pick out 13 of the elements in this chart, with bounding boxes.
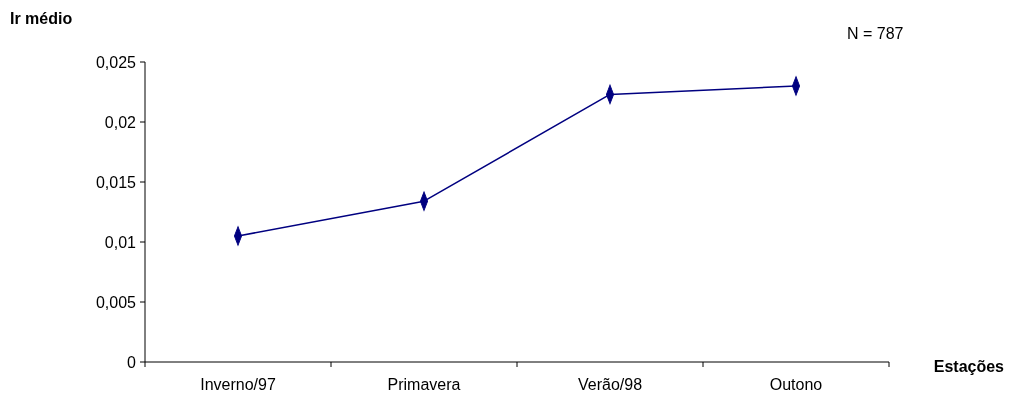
x-tick-label: Inverno/97 [200, 376, 276, 393]
text: N = 787 [847, 25, 904, 42]
y-tick-label: 0,015 [95, 173, 137, 191]
y-tick-label: 0,01 [104, 233, 137, 251]
y-tick-label: 0,005 [95, 293, 137, 311]
y-axis-title: Ir médio [10, 10, 73, 27]
x-tick-label: Outono [769, 376, 823, 393]
y-tick-label: 0,025 [95, 53, 137, 71]
x-tick-label: Verão/98 [577, 376, 643, 393]
y-tick-label: 0 [127, 353, 137, 371]
x-axis-title: Estações [933, 358, 1005, 375]
x-tick-label: Primavera [387, 376, 461, 393]
y-tick-label: 0,02 [104, 113, 137, 131]
